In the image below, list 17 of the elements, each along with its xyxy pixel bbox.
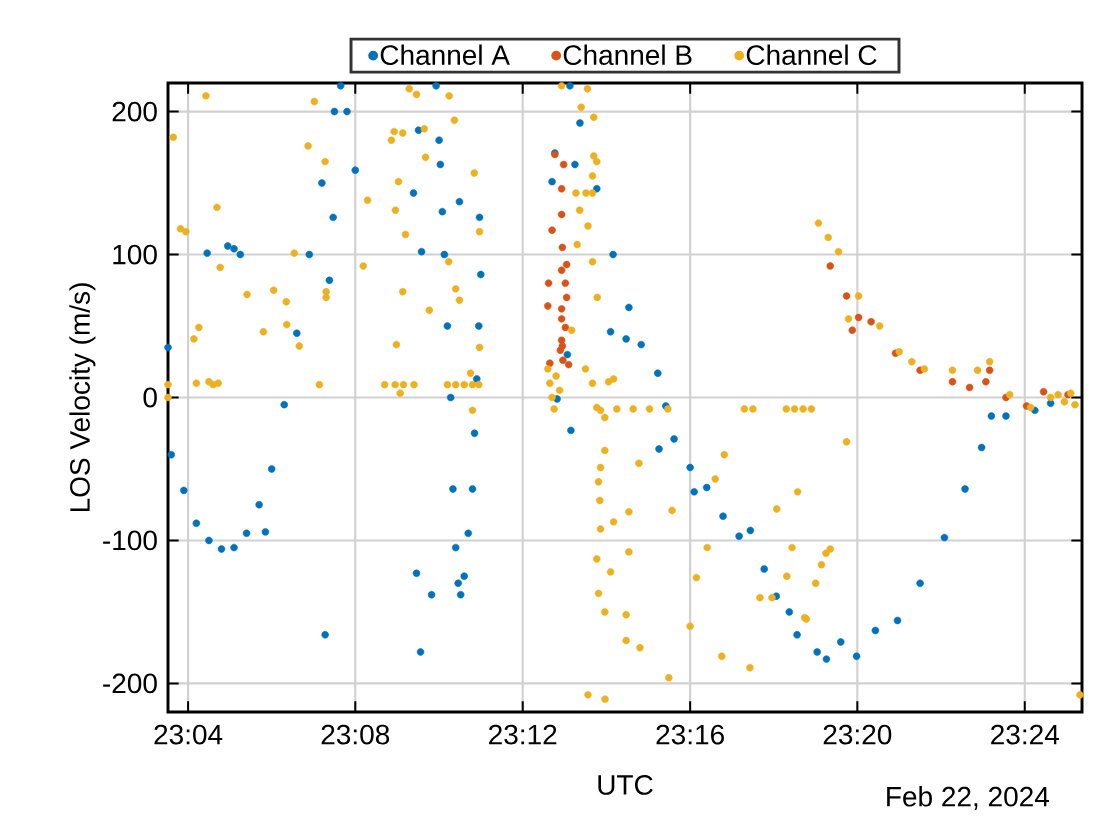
x-tick-label: 23:24: [991, 724, 1059, 745]
x-tick-label: 23:20: [823, 724, 892, 745]
legend-label: Channel C: [746, 44, 877, 66]
text: Feb 22, 2024: [887, 786, 1050, 810]
x-tick-label: 23:04: [154, 724, 223, 745]
legend-label: Channel B: [563, 44, 692, 66]
legend-label: Channel A: [380, 44, 510, 66]
x-axis-title: UTC: [598, 775, 653, 795]
y-tick-label: -200: [103, 673, 157, 694]
y-tick-label: 100: [113, 244, 157, 265]
y-tick-label: 0: [143, 387, 157, 408]
x-tick-label: 23:08: [321, 724, 390, 745]
x-tick-label: 23:16: [656, 724, 724, 745]
y-axis-title: LOS Velocity (m/s): [69, 283, 96, 512]
y-tick-label: -100: [103, 530, 157, 551]
x-tick-label: 23:12: [489, 724, 557, 745]
y-tick-label: 200: [112, 101, 157, 122]
